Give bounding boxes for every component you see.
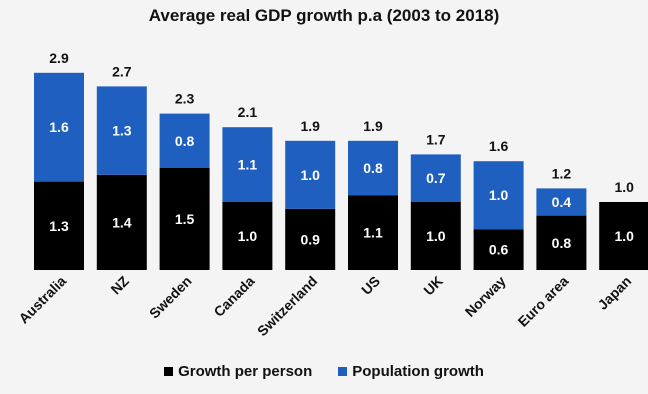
legend: Growth per person Population growth	[0, 363, 648, 380]
label-growth-per-person-canada: 1.0	[238, 228, 258, 244]
legend-item-population-growth: Population growth	[338, 363, 484, 380]
bar-population-growth-australia	[34, 72, 84, 182]
total-label-canada: 2.1	[238, 104, 258, 120]
label-growth-per-person-switzerland: 0.9	[300, 231, 320, 247]
category-label-australia: Australia	[15, 273, 69, 327]
label-population-growth-canada: 1.1	[238, 157, 258, 173]
label-population-growth-nz: 1.3	[112, 123, 132, 139]
total-label-australia: 2.9	[49, 50, 69, 66]
total-label-us: 1.9	[363, 118, 383, 134]
label-growth-per-person-nz: 1.4	[112, 214, 132, 230]
chart-title: Average real GDP growth p.a (2003 to 201…	[148, 6, 500, 25]
total-label-uk: 1.7	[426, 131, 446, 147]
label-population-growth-switzerland: 1.0	[300, 167, 320, 183]
total-label-nz: 2.7	[112, 63, 132, 79]
bar-population-growth-norway	[473, 161, 524, 230]
category-label-sweden: Sweden	[146, 273, 195, 322]
bar-growth-per-person-sweden	[159, 168, 210, 270]
bar-growth-per-person-norway	[473, 229, 524, 270]
bar-population-growth-sweden	[159, 113, 210, 168]
label-growth-per-person-us: 1.1	[363, 225, 383, 241]
bar-growth-per-person-euro-area	[536, 215, 587, 270]
label-growth-per-person-uk: 1.0	[426, 228, 446, 244]
category-label-norway: Norway	[462, 273, 509, 320]
category-label-euro-area: Euro area	[515, 273, 572, 330]
label-population-growth-euro-area: 0.4	[552, 194, 572, 210]
label-growth-per-person-australia: 1.3	[49, 218, 69, 234]
bar-population-growth-us	[348, 140, 398, 196]
category-label-us: US	[358, 273, 383, 298]
bar-growth-per-person-nz	[96, 174, 147, 270]
category-label-switzerland: Switzerland	[254, 273, 320, 339]
legend-item-growth-per-person: Growth per person	[164, 363, 312, 380]
label-population-growth-australia: 1.6	[49, 119, 69, 135]
category-label-uk: UK	[420, 273, 446, 299]
total-label-japan: 1.0	[614, 179, 634, 195]
label-population-growth-uk: 0.7	[426, 170, 446, 186]
bar-growth-per-person-us	[348, 195, 398, 270]
bar-population-growth-uk	[410, 154, 461, 202]
legend-label-population-growth: Population growth	[352, 363, 484, 380]
legend-label-growth-per-person: Growth per person	[178, 363, 313, 380]
bar-growth-per-person-japan	[599, 202, 648, 270]
bar-growth-per-person-switzerland	[285, 208, 336, 270]
total-label-sweden: 2.3	[175, 91, 195, 107]
total-label-euro-area: 1.2	[552, 165, 572, 181]
bar-growth-per-person-australia	[34, 181, 84, 270]
label-growth-per-person-japan: 1.0	[614, 228, 634, 244]
label-population-growth-sweden: 0.8	[175, 133, 195, 149]
label-population-growth-us: 0.8	[363, 160, 383, 176]
legend-swatch-population-growth	[338, 367, 348, 376]
bar-population-growth-switzerland	[285, 140, 336, 209]
label-growth-per-person-sweden: 1.5	[175, 211, 195, 227]
category-label-nz: NZ	[107, 272, 132, 297]
total-label-norway: 1.6	[489, 138, 509, 154]
category-label-japan: Japan	[594, 273, 634, 313]
total-label-switzerland: 1.9	[300, 118, 320, 134]
category-label-canada: Canada	[210, 273, 257, 320]
bar-population-growth-canada	[222, 127, 273, 202]
bar-growth-per-person-uk	[410, 202, 461, 270]
legend-swatch-growth-per-person	[164, 367, 174, 376]
label-growth-per-person-euro-area: 0.8	[552, 235, 572, 251]
bar-population-growth-nz	[96, 86, 147, 175]
label-growth-per-person-norway: 0.6	[489, 242, 509, 258]
bar-population-growth-euro-area	[536, 188, 587, 216]
label-population-growth-norway: 1.0	[489, 187, 509, 203]
bar-growth-per-person-canada	[222, 202, 273, 270]
